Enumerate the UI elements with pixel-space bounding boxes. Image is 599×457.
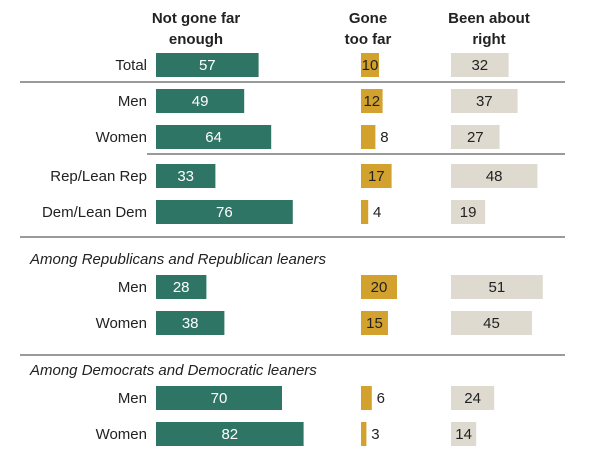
bar-3 — [451, 386, 495, 410]
value-label: 27 — [467, 129, 484, 146]
value-label: 33 — [177, 168, 194, 185]
bar-2 — [361, 125, 376, 149]
section-heading: Among Republicans and Republican leaners — [29, 251, 327, 268]
bar-3 — [451, 164, 538, 188]
row-label: Men — [118, 279, 147, 296]
column-header-2-line-1: Gone — [349, 10, 387, 27]
value-label: 82 — [221, 426, 238, 443]
row-label: Women — [96, 315, 147, 332]
value-label: 6 — [377, 390, 385, 407]
section-heading: Among Democrats and Democratic leaners — [29, 362, 317, 379]
bar-1 — [156, 164, 216, 188]
value-label: 76 — [216, 204, 233, 221]
column-header-3-line-2: right — [472, 31, 505, 48]
value-label: 12 — [363, 93, 380, 110]
value-label: 20 — [371, 279, 388, 296]
value-label: 28 — [173, 279, 190, 296]
value-label: 51 — [489, 279, 506, 296]
bar-1 — [156, 275, 207, 299]
row-label: Women — [96, 426, 147, 443]
bar-2 — [361, 89, 383, 113]
value-label: 24 — [464, 390, 481, 407]
bar-1 — [156, 422, 304, 446]
column-header-1-line-2: enough — [169, 31, 223, 48]
bar-1 — [156, 200, 293, 224]
bar-3 — [451, 125, 500, 149]
bar-2 — [361, 164, 392, 188]
bar-2 — [361, 53, 379, 77]
row-label: Rep/Lean Rep — [50, 168, 147, 185]
bar-3 — [451, 311, 532, 335]
value-label: 57 — [199, 57, 216, 74]
bar-1 — [156, 53, 259, 77]
value-label: 19 — [460, 204, 477, 221]
bar-2 — [361, 422, 367, 446]
row-label: Men — [118, 93, 147, 110]
value-label: 38 — [182, 315, 199, 332]
value-label: 10 — [362, 57, 379, 74]
bar-1 — [156, 89, 245, 113]
bar-1 — [156, 125, 272, 149]
bar-2 — [361, 275, 397, 299]
column-header-1-line-1: Not gone far — [152, 10, 240, 27]
bar-3 — [451, 89, 518, 113]
value-label: 14 — [455, 426, 472, 443]
column-header-3-line-1: Been about — [448, 10, 530, 27]
value-label: 4 — [373, 204, 381, 221]
bar-1 — [156, 311, 225, 335]
row-label: Total — [115, 57, 147, 74]
bar-2 — [361, 311, 388, 335]
value-label: 17 — [368, 168, 385, 185]
bar-2 — [361, 200, 369, 224]
value-label: 49 — [192, 93, 209, 110]
bar-3 — [451, 422, 477, 446]
column-header-2-line-2: too far — [345, 31, 392, 48]
bar-1 — [156, 386, 282, 410]
value-label: 32 — [471, 57, 488, 74]
row-label: Dem/Lean Dem — [42, 204, 147, 221]
bar-2 — [361, 386, 372, 410]
value-label: 37 — [476, 93, 493, 110]
value-label: 45 — [483, 315, 500, 332]
value-label: 70 — [211, 390, 228, 407]
bar-3 — [451, 53, 509, 77]
value-label: 48 — [486, 168, 503, 185]
row-label: Women — [96, 129, 147, 146]
row-label: Men — [118, 390, 147, 407]
value-label: 64 — [205, 129, 222, 146]
value-label: 15 — [366, 315, 383, 332]
bar-3 — [451, 200, 486, 224]
value-label: 8 — [380, 129, 388, 146]
value-label: 3 — [371, 426, 379, 443]
bar-3 — [451, 275, 543, 299]
